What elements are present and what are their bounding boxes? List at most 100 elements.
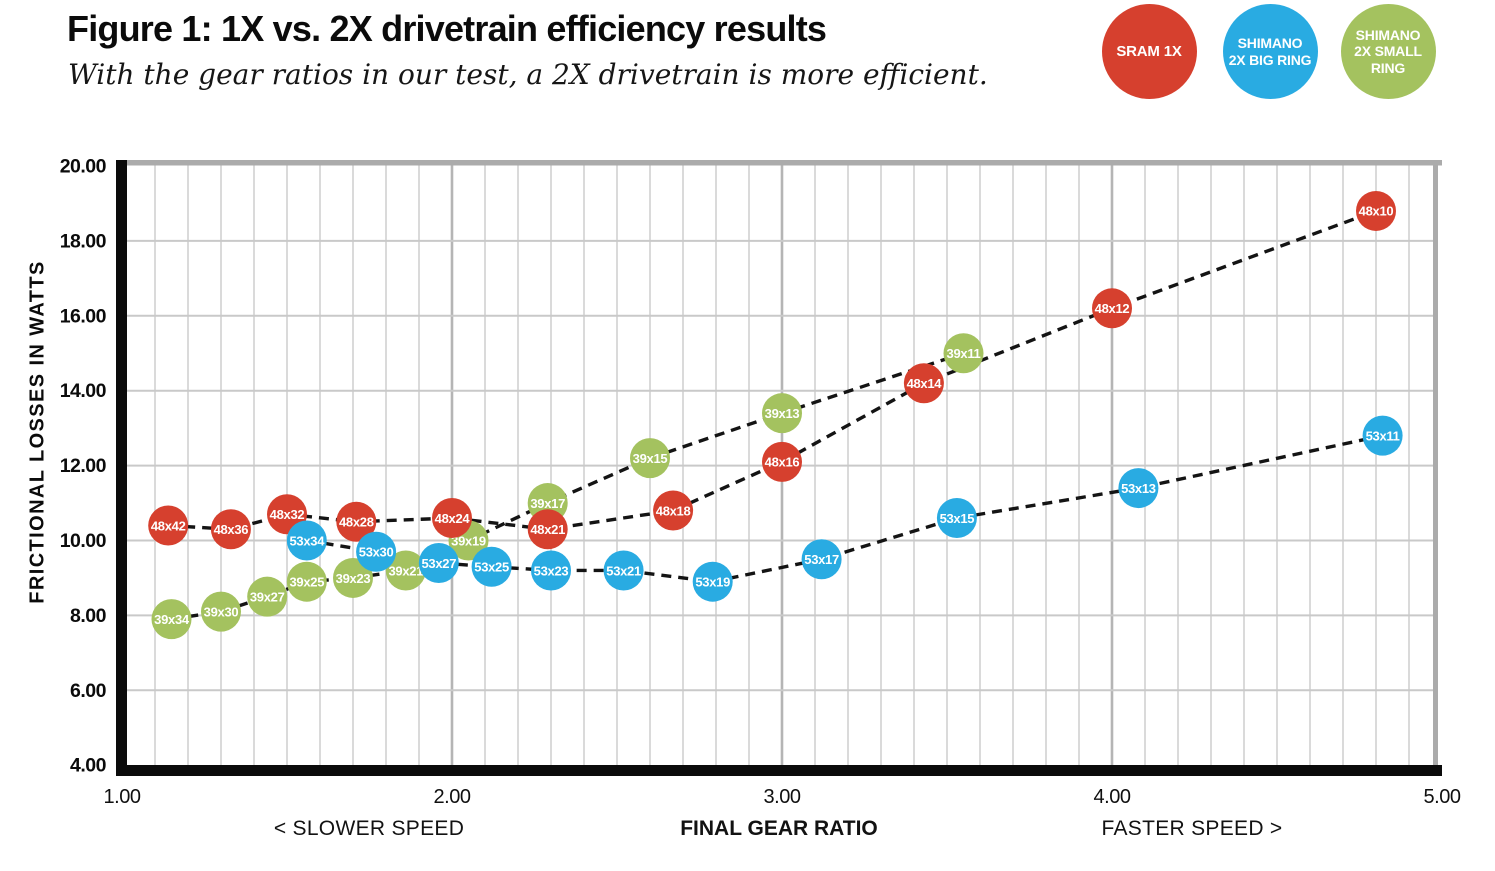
bubble-39x21 xyxy=(385,550,426,591)
bubble-48x36 xyxy=(210,509,251,550)
bubble-39x25 xyxy=(286,561,327,602)
bubble-label-39x30: 39x30 xyxy=(204,604,239,619)
bubble-39x13 xyxy=(762,393,802,434)
bubble-53x19 xyxy=(692,561,733,602)
bubble-label-48x21: 48x21 xyxy=(530,522,565,537)
x-axis-line xyxy=(116,765,1442,776)
legend-label-line: 2X SMALL xyxy=(1354,43,1422,60)
bubble-39x27 xyxy=(247,576,288,617)
y-tick-label: 8.00 xyxy=(70,605,107,627)
bubble-48x18 xyxy=(653,490,694,531)
bubble-label-39x27: 39x27 xyxy=(250,589,285,604)
plot-top-border xyxy=(116,160,1442,166)
bubble-48x10 xyxy=(1356,190,1396,231)
bubble-39x15 xyxy=(630,438,670,479)
y-tick-label: 14.00 xyxy=(60,380,107,402)
bubble-label-53x34: 53x34 xyxy=(289,533,325,548)
bubble-label-53x27: 53x27 xyxy=(421,556,456,571)
legend-item-shimano-2x-big-ring: SHIMANO 2X BIG RING xyxy=(1222,4,1318,99)
bubble-label-48x32: 48x32 xyxy=(270,507,305,522)
bubble-53x11 xyxy=(1362,415,1403,456)
y-tick-label: 16.00 xyxy=(60,305,107,327)
bubble-label-53x13: 53x13 xyxy=(1121,481,1156,496)
bubble-53x23 xyxy=(531,550,571,591)
x-tick-label: 4.00 xyxy=(1094,786,1131,808)
series-line-shimano-2x-big-ring xyxy=(306,433,1383,584)
bubble-48x16 xyxy=(762,441,802,482)
figure-subtitle: With the gear ratios in our test, a 2X d… xyxy=(68,58,988,91)
bubble-48x42 xyxy=(148,505,189,546)
bubble-label-39x21: 39x21 xyxy=(388,563,423,578)
x-tick-label: 3.00 xyxy=(764,786,801,808)
bubble-label-53x25: 53x25 xyxy=(474,560,509,575)
bubble-label-39x11: 39x11 xyxy=(947,346,981,361)
bubble-label-39x19: 39x19 xyxy=(451,533,486,548)
bubble-53x34 xyxy=(286,520,327,561)
bubble-label-39x34: 39x34 xyxy=(154,612,190,627)
y-tick-label: 10.00 xyxy=(60,530,107,552)
bubble-label-39x25: 39x25 xyxy=(289,574,324,589)
legend-item-sram-1x: SRAM 1X xyxy=(1101,4,1197,99)
bubble-48x12 xyxy=(1092,288,1132,329)
legend-label-line: RING xyxy=(1370,59,1406,76)
y-tick-label: 6.00 xyxy=(70,680,107,702)
bubble-label-48x12: 48x12 xyxy=(1095,301,1130,316)
bubble-label-53x30: 53x30 xyxy=(359,545,394,560)
bubble-label-39x17: 39x17 xyxy=(530,496,565,511)
series-line-sram-1x xyxy=(168,209,1377,531)
legend: SRAM 1X SHIMANO 2X BIG RING SHIMANO 2X SMALL… xyxy=(0,0,1495,110)
bubble-label-53x11: 53x11 xyxy=(1366,428,1400,443)
bubble-label-48x24: 48x24 xyxy=(435,511,471,526)
bubble-53x13 xyxy=(1118,468,1159,509)
bubble-label-48x14: 48x14 xyxy=(907,376,943,391)
bubble-label-48x36: 48x36 xyxy=(214,522,249,537)
x-tick-label: 1.00 xyxy=(104,786,141,808)
bubble-label-48x16: 48x16 xyxy=(765,455,800,470)
bubble-53x21 xyxy=(603,550,644,591)
legend-label-line: SHIMANO xyxy=(1237,34,1303,51)
legend-item-shimano-2x-small-ring: SHIMANO 2X SMALL RING xyxy=(1340,4,1436,99)
bubble-48x24 xyxy=(432,498,472,539)
x-axis-title: FINAL GEAR RATIO xyxy=(680,817,878,840)
y-tick-label: 12.00 xyxy=(60,455,107,477)
bubble-label-53x21: 53x21 xyxy=(606,563,641,578)
bubble-label-53x19: 53x19 xyxy=(695,574,730,589)
bubble-53x30 xyxy=(356,531,397,572)
bubble-label-48x18: 48x18 xyxy=(656,503,691,518)
bubble-48x28 xyxy=(336,501,377,542)
bubble-53x17 xyxy=(801,539,842,580)
x-axis-caption-slower: < SLOWER SPEED xyxy=(273,817,465,840)
legend-label-line: SRAM 1X xyxy=(1116,42,1182,60)
bubble-label-48x28: 48x28 xyxy=(339,515,374,530)
bubble-label-53x15: 53x15 xyxy=(940,511,975,526)
bubble-39x23 xyxy=(333,557,373,598)
bubble-label-53x23: 53x23 xyxy=(534,563,569,578)
bubble-label-48x42: 48x42 xyxy=(151,518,186,533)
bubble-label-39x13: 39x13 xyxy=(765,406,800,421)
y-axis-title: FRICTIONAL LOSSES IN WATTS xyxy=(26,260,49,604)
bubble-39x11 xyxy=(943,333,984,374)
bubble-label-39x23: 39x23 xyxy=(336,571,371,586)
bubble-48x14 xyxy=(903,363,944,404)
x-tick-label: 2.00 xyxy=(434,786,471,808)
figure-title: Figure 1: 1X vs. 2X drivetrain efficienc… xyxy=(67,8,827,49)
y-tick-label: 4.00 xyxy=(70,755,107,777)
legend-label-line: 2X BIG RING xyxy=(1228,51,1312,68)
bubble-53x15 xyxy=(936,498,977,539)
y-tick-label: 20.00 xyxy=(60,156,107,178)
bubble-label-39x15: 39x15 xyxy=(633,451,668,466)
bubble-label-48x10: 48x10 xyxy=(1359,204,1394,219)
bubble-label-53x17: 53x17 xyxy=(804,552,839,567)
bubble-53x25 xyxy=(471,546,512,587)
x-axis-caption-faster: FASTER SPEED > xyxy=(1101,817,1283,840)
bubble-53x27 xyxy=(418,542,459,583)
legend-label-line: SHIMANO xyxy=(1355,26,1421,43)
y-axis-line xyxy=(116,160,127,776)
bubble-39x34 xyxy=(151,599,192,640)
y-tick-label: 18.00 xyxy=(60,230,107,252)
x-tick-label: 5.00 xyxy=(1424,786,1461,808)
bubble-39x30 xyxy=(201,591,241,632)
bubble-48x21 xyxy=(527,509,568,550)
